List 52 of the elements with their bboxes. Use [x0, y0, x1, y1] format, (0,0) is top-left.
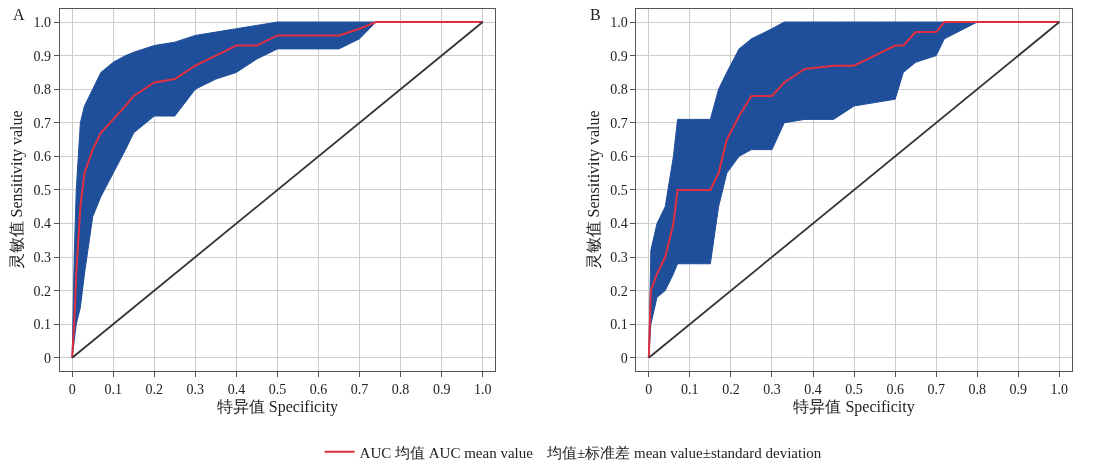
- x-tick-label: 0.1: [681, 382, 699, 397]
- chart-title: A: [13, 6, 25, 23]
- x-tick-label: 0.4: [227, 382, 246, 397]
- y-tick-label: 0.3: [33, 249, 52, 265]
- x-tick-label: 0.3: [763, 382, 781, 397]
- y-tick-label: 0.7: [33, 115, 52, 131]
- y-tick-label: 0.6: [33, 149, 52, 165]
- y-tick-label: 0: [620, 350, 628, 366]
- y-axis-title: 灵敏值 Sensitivity value: [585, 110, 604, 270]
- y-tick-label: 0.8: [33, 82, 52, 98]
- x-tick-label: 0.8: [968, 382, 986, 397]
- y-axis-title: 灵敏值 Sensitivity value: [8, 110, 27, 270]
- y-tick-label: 0.3: [610, 249, 628, 265]
- x-tick-label: 0.8: [391, 382, 410, 397]
- x-axis-title: 特异值 Specificity: [793, 397, 915, 416]
- x-tick-label: 1.0: [1050, 382, 1069, 397]
- y-tick-label: 0.8: [610, 82, 628, 98]
- x-tick-label: 0.9: [1009, 382, 1028, 397]
- y-tick-label: 0.9: [33, 48, 52, 64]
- chart-title: B: [590, 6, 601, 23]
- x-tick-label: 0.2: [722, 382, 740, 397]
- y-tick-label: 0.1: [33, 317, 52, 333]
- y-tick-label: 0.4: [610, 216, 628, 232]
- x-tick-label: 0.5: [268, 382, 287, 397]
- x-tick-label: 0: [645, 382, 653, 397]
- y-tick-label: 0.1: [610, 317, 628, 333]
- y-tick-label: 0.4: [33, 216, 52, 232]
- y-tick-label: 0.2: [610, 283, 628, 299]
- x-tick-label: 0.5: [845, 382, 863, 397]
- text: 均值±标准差 mean value±standard deviation: [546, 445, 822, 461]
- y-tick-label: 1.0: [610, 14, 628, 30]
- y-tick-label: 0.7: [610, 115, 628, 131]
- x-tick-label: 1.0: [473, 382, 492, 397]
- x-axis-title: 特异值 Specificity: [216, 397, 339, 416]
- y-tick-label: 0.9: [610, 48, 628, 64]
- y-tick-label: 0: [44, 350, 52, 366]
- x-tick-label: 0.4: [804, 382, 822, 397]
- x-tick-label: 0.6: [309, 382, 328, 397]
- y-tick-label: 0.6: [610, 149, 628, 165]
- y-tick-label: 1.0: [33, 14, 52, 30]
- x-tick-label: 0.7: [927, 382, 945, 397]
- x-tick-label: 0.2: [145, 382, 164, 397]
- x-tick-label: 0.7: [350, 382, 369, 397]
- x-tick-label: 0.9: [432, 382, 451, 397]
- y-tick-label: 0.5: [33, 182, 52, 198]
- x-tick-label: 0.3: [186, 382, 205, 397]
- legend-label: AUC 均值 AUC mean value: [359, 444, 534, 461]
- y-tick-label: 0.2: [33, 283, 52, 299]
- x-tick-label: 0.6: [886, 382, 904, 397]
- y-tick-label: 0.5: [610, 182, 628, 198]
- x-tick-label: 0.1: [104, 382, 122, 397]
- x-tick-label: 0: [68, 382, 76, 397]
